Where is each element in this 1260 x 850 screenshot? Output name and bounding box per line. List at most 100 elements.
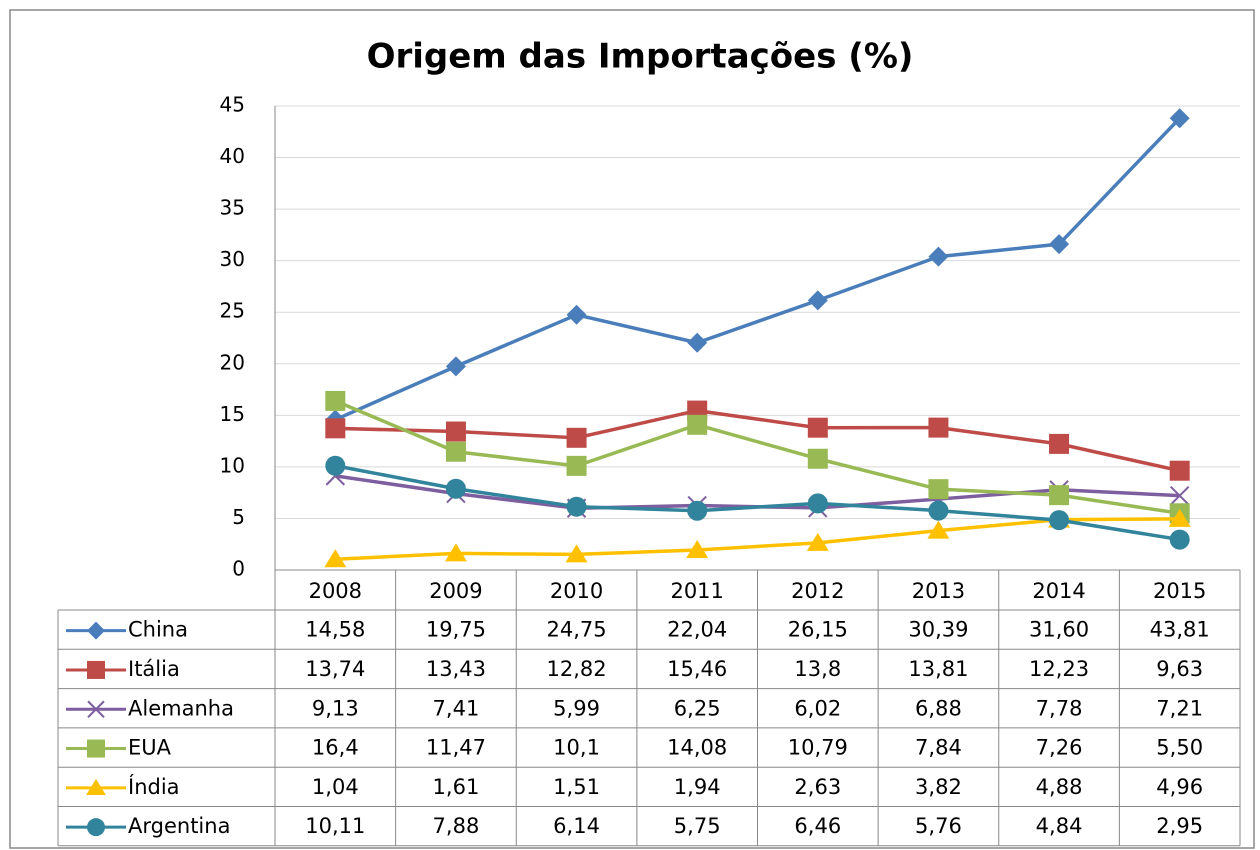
- y-tick-label: 10: [220, 453, 245, 477]
- legend-marker: [87, 660, 105, 679]
- table-value: 12,23: [1029, 657, 1089, 681]
- x-tick-label: 2013: [912, 579, 965, 603]
- data-point: [807, 493, 828, 514]
- data-point: [928, 246, 949, 267]
- x-tick-label: 2015: [1153, 579, 1206, 603]
- data-point: [566, 496, 587, 517]
- table-value: 5,99: [553, 696, 600, 720]
- data-point: [807, 417, 828, 438]
- data-point: [1049, 433, 1070, 454]
- table-value: 12,82: [547, 657, 607, 681]
- data-point: [445, 478, 466, 499]
- data-point: [1169, 460, 1190, 481]
- legend-marker: [87, 739, 105, 758]
- table-value: 5,75: [674, 814, 721, 838]
- data-point: [687, 414, 708, 435]
- table-value: 7,21: [1156, 696, 1203, 720]
- x-tick-label: 2012: [791, 579, 844, 603]
- x-tick-label: 2014: [1032, 579, 1085, 603]
- table-value: 30,39: [908, 618, 968, 642]
- series-line: [334, 464, 1180, 542]
- data-point: [686, 539, 709, 558]
- x-tick-label: 2008: [309, 579, 362, 603]
- table-value: 10,79: [788, 736, 848, 760]
- table-value: 7,84: [915, 736, 962, 760]
- data-point: [566, 427, 587, 448]
- table-value: 1,51: [553, 775, 600, 799]
- data-point: [928, 479, 949, 500]
- data-point: [1169, 108, 1190, 129]
- table-value: 31,60: [1029, 618, 1089, 642]
- table-value: 1,04: [312, 775, 359, 799]
- y-tick-label: 20: [220, 350, 245, 374]
- table-value: 11,47: [426, 736, 486, 760]
- series-line: [335, 517, 1180, 562]
- table-value: 14,08: [667, 736, 727, 760]
- data-point: [565, 544, 588, 563]
- table-value: 1,94: [674, 775, 721, 799]
- legend-marker: [87, 621, 105, 640]
- legend-label: Alemanha: [128, 696, 234, 720]
- data-point: [687, 500, 708, 521]
- y-tick-label: 30: [220, 247, 245, 271]
- legend-label: China: [128, 618, 188, 642]
- y-tick-label: 5: [232, 505, 245, 529]
- y-tick-label: 25: [220, 299, 245, 323]
- data-point: [566, 304, 587, 325]
- y-tick-label: 15: [220, 402, 245, 426]
- table-value: 22,04: [667, 618, 727, 642]
- data-point: [807, 448, 828, 469]
- table-value: 3,82: [915, 775, 962, 799]
- data-point: [1049, 510, 1070, 531]
- table-value: 4,84: [1036, 814, 1083, 838]
- table-value: 19,75: [426, 618, 486, 642]
- table-value: 13,81: [908, 657, 968, 681]
- table-value: 2,63: [794, 775, 841, 799]
- x-tick-label: 2010: [550, 579, 603, 603]
- y-tick-label: 0: [232, 557, 245, 581]
- data-point: [927, 520, 950, 539]
- y-tick-label: 35: [220, 196, 245, 220]
- series-line: [334, 399, 1180, 516]
- data-point: [687, 332, 708, 353]
- table-value: 7,26: [1036, 736, 1083, 760]
- data-point: [1168, 508, 1191, 527]
- legend-marker: [87, 818, 105, 837]
- chart-title: Origem das Importações (%): [367, 37, 914, 77]
- table-value: 26,15: [788, 618, 848, 642]
- table-value: 13,43: [426, 657, 486, 681]
- data-point: [325, 390, 346, 411]
- legend-marker: [87, 700, 105, 718]
- chart-border: [9, 9, 1255, 849]
- table-value: 10,11: [305, 814, 365, 838]
- x-tick-label: 2011: [670, 579, 723, 603]
- data-point: [445, 356, 466, 377]
- table-value: 16,4: [312, 736, 359, 760]
- data-point: [566, 455, 587, 476]
- x-tick-label: 2009: [429, 579, 482, 603]
- legend-label: Argentina: [128, 814, 230, 838]
- table-value: 7,78: [1036, 696, 1083, 720]
- legend-label: EUA: [128, 736, 172, 760]
- table-value: 5,50: [1156, 736, 1203, 760]
- y-tick-label: 40: [220, 144, 245, 168]
- table-value: 6,46: [794, 814, 841, 838]
- data-point: [1169, 485, 1190, 506]
- table-value: 6,25: [674, 696, 721, 720]
- data-point: [445, 421, 466, 442]
- data-point: [928, 417, 949, 438]
- table-value: 7,41: [433, 696, 480, 720]
- legend-label: Índia: [128, 774, 180, 799]
- table-value: 43,81: [1150, 618, 1210, 642]
- table-value: 4,88: [1036, 775, 1083, 799]
- data-point: [807, 290, 828, 311]
- table-value: 6,14: [553, 814, 600, 838]
- data-point: [325, 455, 346, 476]
- legend-marker: [86, 778, 106, 796]
- table-value: 7,88: [433, 814, 480, 838]
- data-point: [1049, 485, 1070, 506]
- series-line: [335, 408, 1181, 473]
- table-value: 4,96: [1156, 775, 1203, 799]
